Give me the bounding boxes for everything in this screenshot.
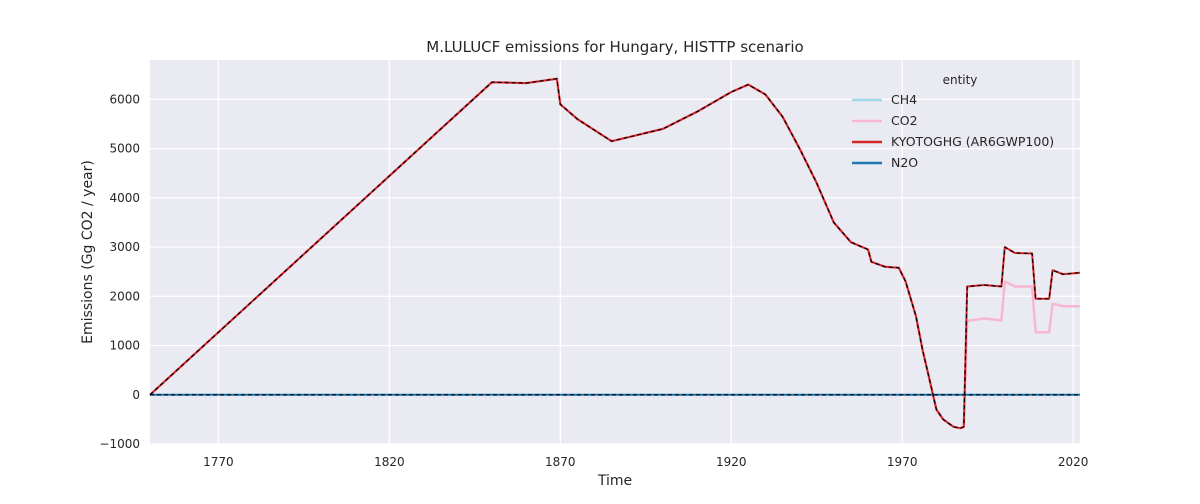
y-tick-label: −1000 bbox=[99, 437, 140, 451]
y-tick-label: 2000 bbox=[109, 289, 140, 303]
x-tick-label: 1970 bbox=[887, 455, 918, 469]
y-tick-label: 6000 bbox=[109, 92, 140, 106]
y-tick-label: 1000 bbox=[109, 339, 140, 353]
grid bbox=[150, 60, 1080, 445]
legend-label: KYOTOGHG (AR6GWP100) bbox=[891, 134, 1054, 149]
legend-label: CO2 bbox=[891, 113, 918, 128]
legend-label: CH4 bbox=[891, 92, 917, 107]
x-tick-label: 1770 bbox=[203, 455, 234, 469]
legend-title: entity bbox=[943, 73, 978, 87]
x-tick-label: 1870 bbox=[545, 455, 576, 469]
legend-label: N2O bbox=[891, 155, 918, 170]
x-tick-label: 2020 bbox=[1058, 455, 1089, 469]
x-axis-label: Time bbox=[597, 473, 632, 489]
x-tick-label: 1820 bbox=[374, 455, 405, 469]
plot-background bbox=[150, 60, 1080, 444]
y-tick-label: 5000 bbox=[109, 142, 140, 156]
series-layer bbox=[149, 77, 1081, 430]
tick-labels: 1770 1820 1870 1920 1970 2020 −1000 0 1000 2000 30… bbox=[99, 92, 1088, 469]
chart-title: M.LULUCF emissions for Hungary, HISTTP s… bbox=[426, 38, 803, 56]
y-tick-label: 3000 bbox=[109, 240, 140, 254]
x-tick-label: 1920 bbox=[716, 455, 747, 469]
y-tick-label: 4000 bbox=[109, 191, 140, 205]
legend: entity CH4 CO2 KYOTOGHG (AR6GWP100) N2O bbox=[852, 73, 1054, 170]
y-axis-label: Emissions (Gg CO2 / year) bbox=[80, 160, 96, 344]
series-line-total bbox=[149, 78, 1081, 429]
y-tick-label: 0 bbox=[132, 388, 140, 402]
